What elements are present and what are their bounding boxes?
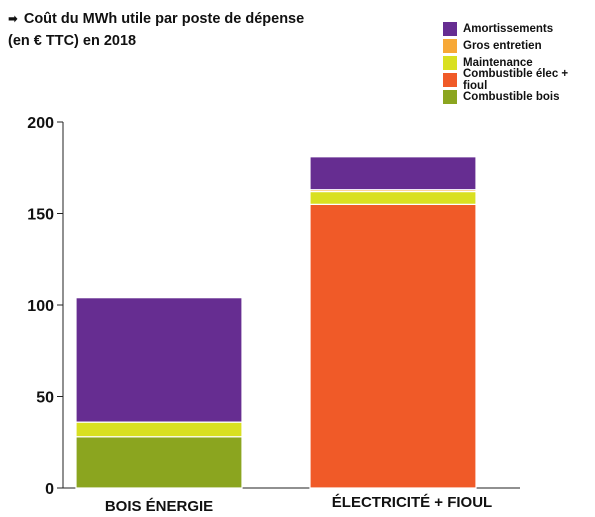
y-tick-label: 150 <box>27 207 54 224</box>
chart-title-line-2: (en € TTC) en 2018 <box>8 33 137 49</box>
bar-segment <box>75 421 243 438</box>
y-tick-label: 0 <box>45 481 54 498</box>
bar-segment <box>309 203 477 489</box>
legend-swatch <box>443 72 457 87</box>
legend-swatch <box>443 89 457 104</box>
y-tick-label: 200 <box>27 115 54 132</box>
legend-label: Gros entretien <box>463 39 542 52</box>
x-category-label: ÉLECTRICITÉ + FIOUL <box>332 494 492 511</box>
chart-title-text-1: Coût du MWh utile par poste de dépense <box>23 11 305 27</box>
bar-segment <box>309 156 477 191</box>
legend-item: Gros entretien <box>443 37 595 54</box>
y-tick-label: 50 <box>36 390 54 407</box>
y-tick-label: 100 <box>27 298 54 315</box>
legend-swatch <box>443 38 457 53</box>
legend-label: Combustible bois <box>463 90 560 103</box>
arrow-right-icon: ➡ <box>8 11 18 26</box>
bar-segment <box>75 436 243 489</box>
legend: Amortissements Gros entretien Maintenance C… <box>443 20 595 105</box>
x-category-label: BOIS ÉNERGIE <box>105 498 213 515</box>
bar-segment <box>309 190 477 205</box>
chart-title-line-1: ➡ Coût du MWh utile par poste de dépense <box>8 8 304 30</box>
bar-segment <box>75 297 243 423</box>
chart-title: ➡ Coût du MWh utile par poste de dépense… <box>8 8 304 52</box>
legend-item: Maintenance <box>443 54 595 71</box>
legend-item: Combustible bois <box>443 88 595 105</box>
legend-label: Maintenance <box>463 56 533 69</box>
legend-label: Combustible élec + fioul <box>463 67 569 92</box>
legend-swatch <box>443 21 457 36</box>
legend-item: Combustible élec + fioul <box>443 68 595 92</box>
legend-swatch <box>443 55 457 70</box>
legend-item: Amortissements <box>443 20 595 37</box>
legend-label: Amortissements <box>463 22 554 35</box>
